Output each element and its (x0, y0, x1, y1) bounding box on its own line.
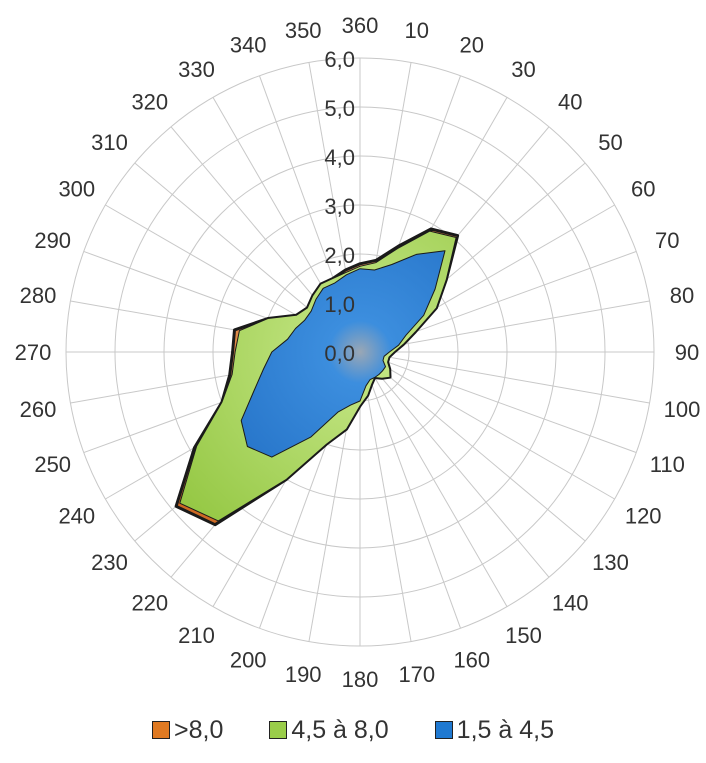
radial-tick-label: 4,0 (324, 145, 355, 170)
direction-tick-label: 350 (285, 18, 322, 43)
direction-tick-label: 80 (670, 283, 694, 308)
direction-tick-label: 170 (398, 662, 435, 687)
direction-tick-label: 250 (34, 452, 71, 477)
direction-tick-label: 30 (511, 57, 535, 82)
direction-tick-label: 160 (453, 647, 490, 672)
direction-tick-label: 290 (34, 228, 71, 253)
direction-tick-label: 130 (592, 550, 629, 575)
direction-tick-label: 300 (58, 177, 95, 202)
grid-spoke (359, 351, 615, 500)
legend-label: 1,5 à 4,5 (456, 715, 554, 744)
direction-tick-label: 310 (91, 130, 128, 155)
direction-tick-label: 90 (675, 340, 699, 365)
direction-tick-label: 340 (230, 33, 267, 58)
legend-swatch (269, 721, 288, 739)
grid-spoke (359, 351, 508, 607)
direction-tick-label: 210 (178, 623, 215, 648)
direction-tick-label: 240 (58, 504, 95, 529)
direction-tick-label: 190 (285, 662, 322, 687)
legend-swatch (434, 721, 453, 739)
direction-tick-label: 200 (230, 647, 267, 672)
direction-tick-label: 110 (650, 452, 685, 477)
direction-tick-label: 220 (131, 591, 168, 616)
direction-tick-label: 70 (655, 228, 679, 253)
legend-item-4-5-to-8: 4,5 à 8,0 (269, 715, 389, 745)
direction-tick-label: 180 (342, 667, 379, 692)
legend-label: 4,5 à 8,0 (291, 715, 389, 744)
legend-item-1-5-to-4-5: 1,5 à 4,5 (434, 715, 554, 745)
direction-tick-label: 140 (552, 591, 589, 616)
direction-tick-label: 150 (505, 623, 542, 648)
direction-tick-label: 40 (558, 90, 582, 115)
series-area-3 (240, 250, 446, 458)
radial-tick-label: 0,0 (324, 341, 355, 366)
radial-tick-label: 2,0 (324, 243, 355, 268)
direction-tick-label: 330 (178, 57, 215, 82)
direction-tick-label: 260 (20, 397, 57, 422)
radial-tick-label: 3,0 (324, 194, 355, 219)
chart-legend: >8,0 4,5 à 8,0 1,5 à 4,5 (0, 708, 706, 752)
direction-tick-label: 60 (631, 177, 655, 202)
direction-tick-label: 270 (15, 340, 52, 365)
radial-tick-label: 1,0 (324, 292, 355, 317)
grid-spoke (359, 351, 637, 454)
grid-spoke (359, 300, 650, 353)
radial-tick-label: 5,0 (324, 96, 355, 121)
grid-spoke (359, 351, 412, 642)
direction-tick-label: 10 (405, 18, 429, 43)
radial-tick-label: 6,0 (324, 47, 355, 72)
direction-tick-label: 320 (131, 90, 168, 115)
legend-swatch (152, 721, 170, 739)
grid-spoke (359, 351, 462, 629)
radar-chart: 0,0 1,0 2,0 3,0 4,0 5,0 6,0 360 10 20 30 40 50 60 70 8… (15, 13, 701, 692)
radar-series (174, 227, 460, 527)
legend-label: >8,0 (174, 715, 224, 744)
direction-tick-label: 120 (625, 504, 662, 529)
direction-tick-label: 280 (20, 283, 57, 308)
direction-tick-label: 100 (664, 397, 701, 422)
direction-tick-label: 50 (598, 130, 622, 155)
direction-tick-label: 360 (342, 13, 379, 38)
grid-spoke (359, 351, 550, 578)
legend-item-gt8: >8,0 (152, 716, 223, 745)
grid-spoke (359, 351, 586, 542)
grid-spoke (359, 351, 650, 404)
direction-tick-label: 230 (91, 550, 128, 575)
radial-tick-labels: 0,0 1,0 2,0 3,0 4,0 5,0 6,0 (324, 47, 355, 366)
direction-tick-label: 20 (460, 33, 484, 58)
